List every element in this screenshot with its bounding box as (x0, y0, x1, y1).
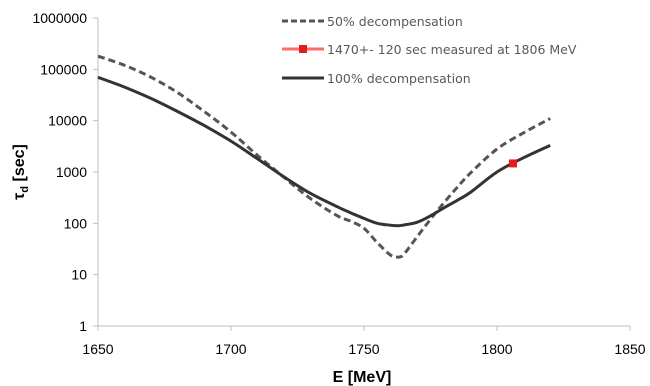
legend-swatch-measured-marker (299, 45, 307, 53)
series-line-50pct-decompensation (97, 54, 551, 259)
y-tick-label: 10 (71, 267, 87, 283)
legend: 50% decompensation 1470+- 120 sec measur… (282, 14, 577, 86)
x-tick-label: 1700 (215, 341, 246, 357)
x-axis-label: E [MeV] (333, 369, 392, 386)
x-tick-label: 1650 (82, 341, 113, 357)
measured-point-marker (508, 159, 517, 168)
legend-label-50pct: 50% decompensation (327, 14, 463, 29)
legend-label-100pct: 100% decompensation (327, 71, 471, 86)
y-axis-label: τd [sec] (11, 144, 31, 200)
series-group (97, 54, 551, 259)
y-tick-label: 100 (64, 215, 88, 231)
x-tick-label: 1850 (614, 341, 645, 357)
y-tick-label: 100000 (40, 61, 87, 77)
x-tick-label: 1800 (481, 341, 512, 357)
y-axis-label-main: τ (11, 193, 28, 200)
y-tick-label: 1 (79, 318, 87, 334)
ticks: 1650 1700 1750 1800 1850 1 10 100 1000 10000 10000… (32, 10, 645, 357)
y-tick-label: 1000 (56, 164, 87, 180)
x-tick-label: 1750 (348, 341, 379, 357)
legend-label-measured: 1470+- 120 sec measured at 1806 MeV (327, 42, 577, 57)
y-axis-label-sub: d (19, 186, 31, 193)
series-line-100pct-decompensation (97, 75, 551, 228)
axes (97, 18, 630, 327)
y-tick-label: 1000000 (32, 10, 87, 26)
y-tick-label: 10000 (48, 113, 87, 129)
y-axis-label-tail: [sec] (11, 144, 28, 186)
